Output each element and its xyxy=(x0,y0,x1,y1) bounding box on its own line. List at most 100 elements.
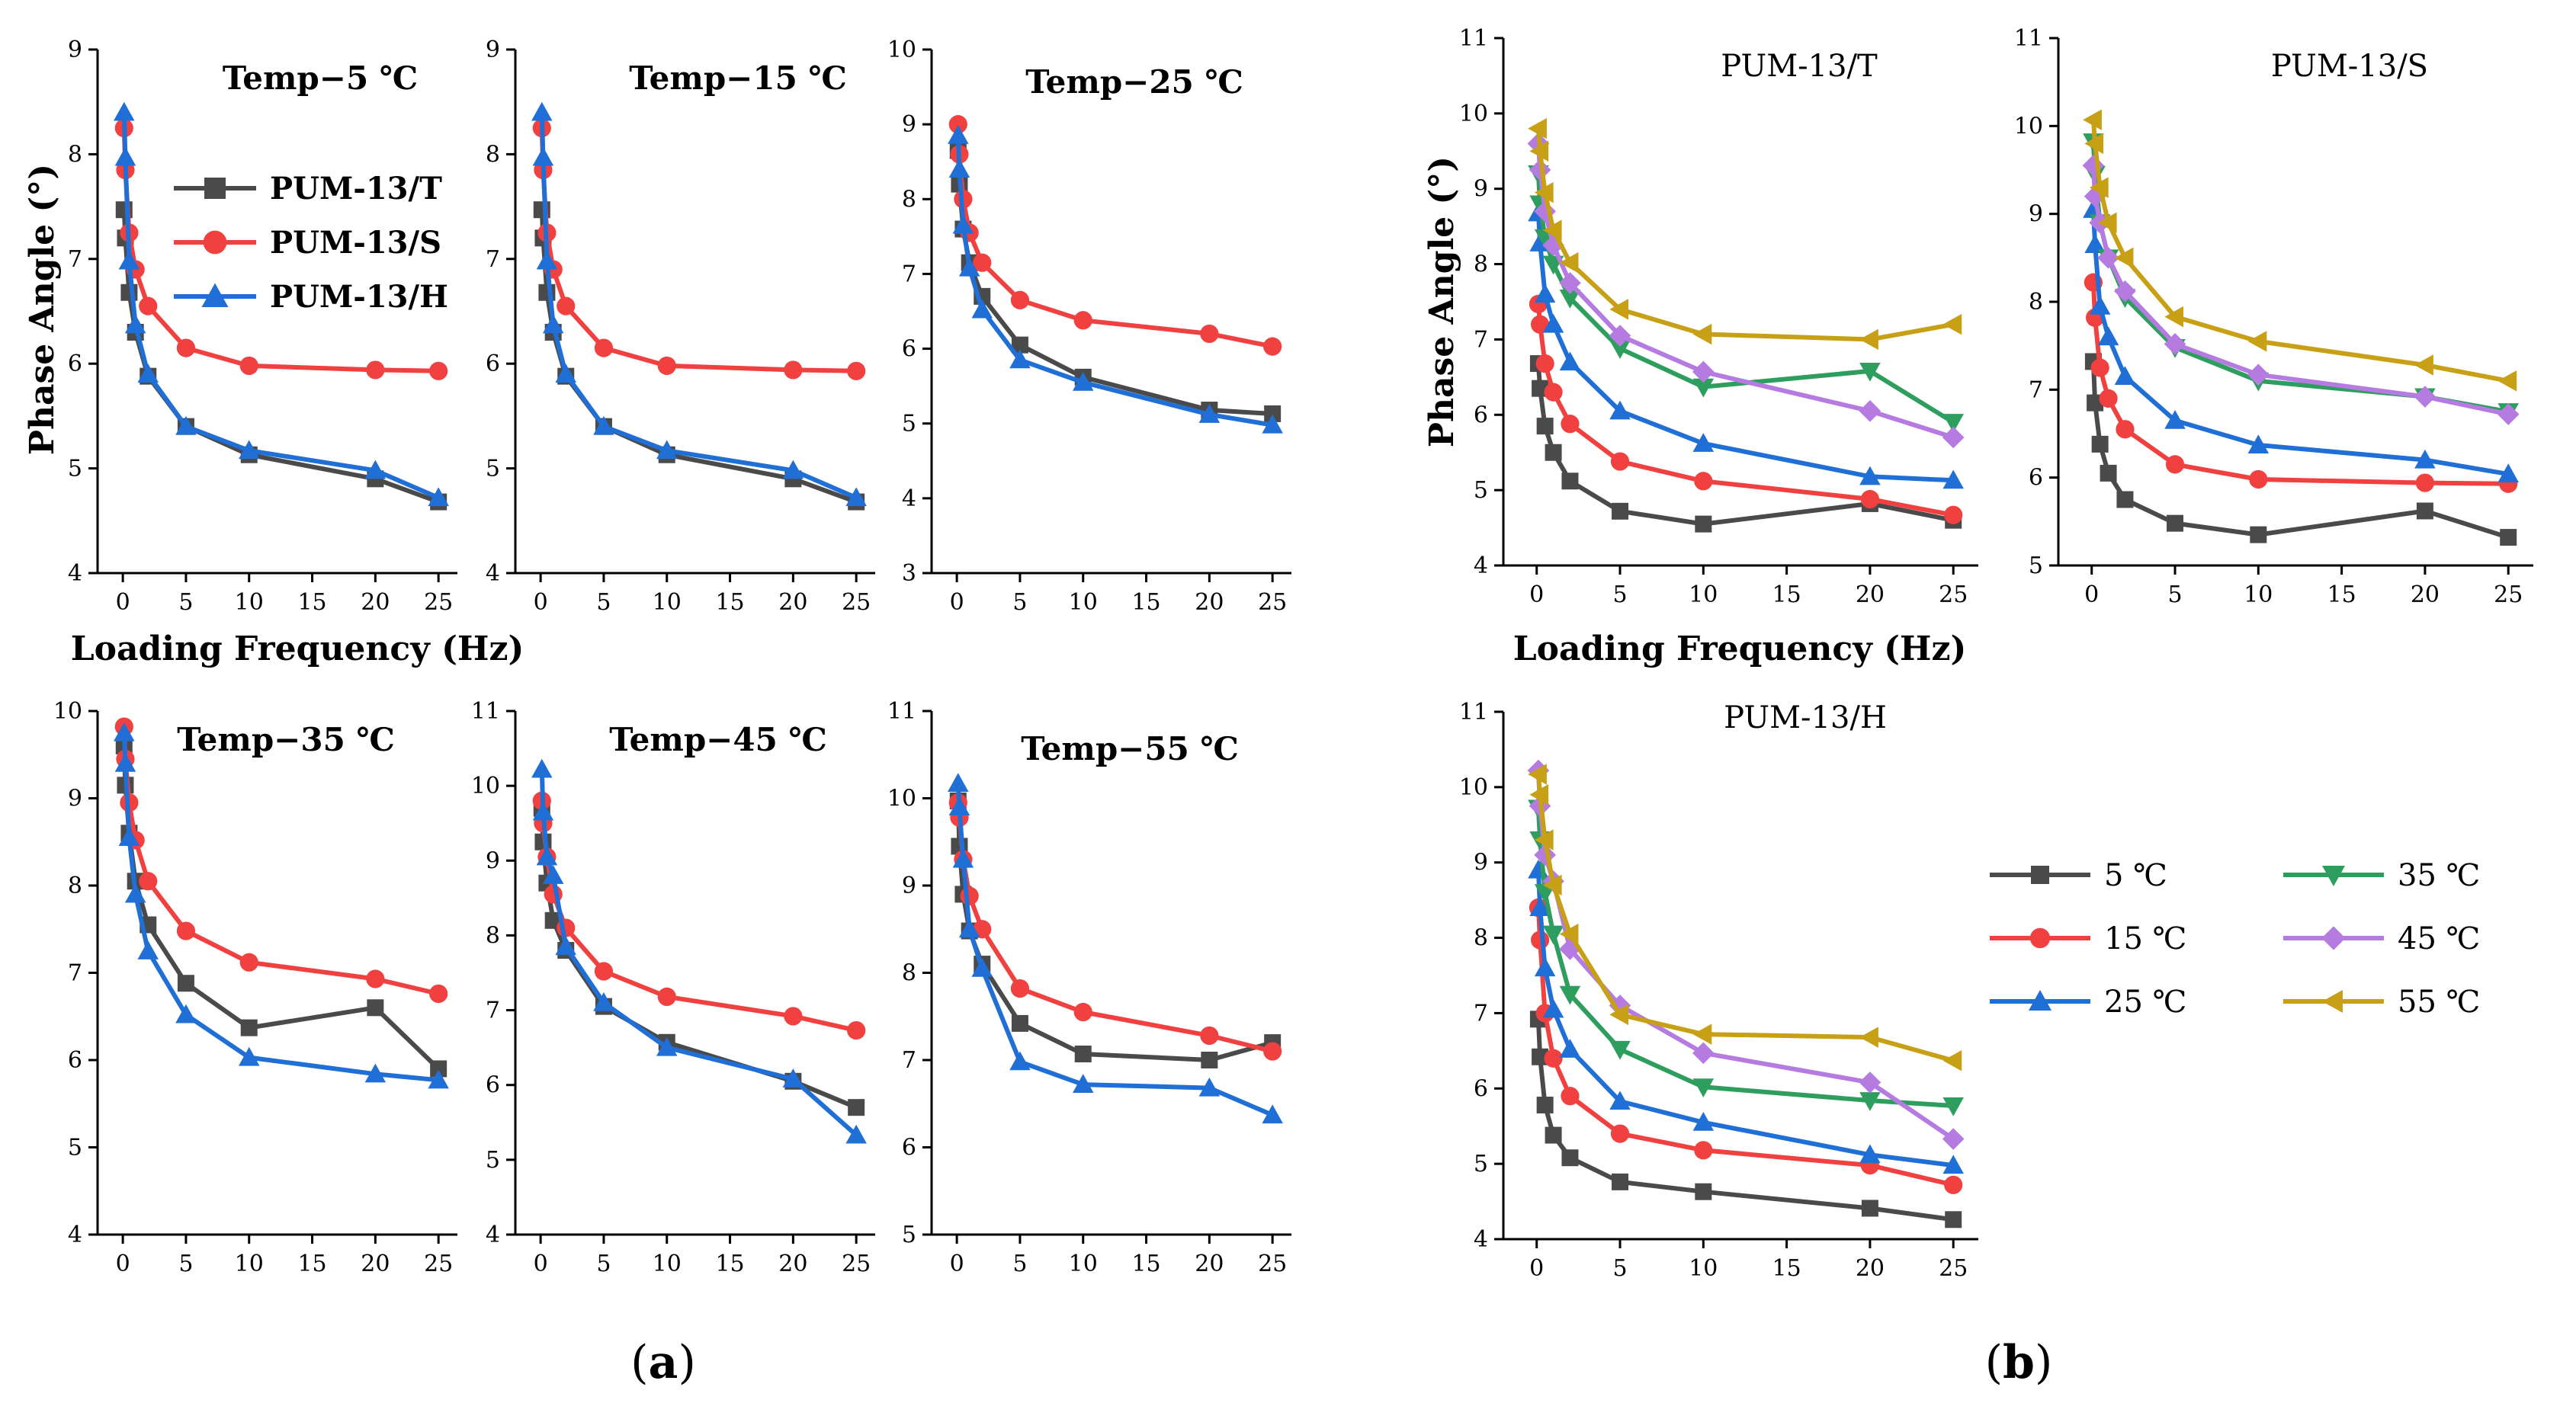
panel-b3: 4 5 6 7 8 9 10 11 0 5 10 15 20 25 PUM-13/H xyxy=(1459,699,1978,1282)
y-tick-label: 8 xyxy=(1474,251,1488,278)
data-point xyxy=(1073,1002,1092,1022)
x-tick-label: 15 xyxy=(2327,581,2356,608)
data-point xyxy=(1544,1049,1563,1068)
series-55 xyxy=(2083,109,2517,392)
data-point xyxy=(536,250,558,270)
y-tick-label: 9 xyxy=(1474,176,1488,203)
data-point xyxy=(2415,473,2435,492)
data-point xyxy=(1942,1097,1964,1116)
data-point xyxy=(531,101,553,121)
x-tick-label: 15 xyxy=(715,1251,744,1277)
y-tick-label: 10 xyxy=(2014,113,2043,139)
data-point xyxy=(2416,502,2433,520)
data-point xyxy=(1692,1112,1715,1131)
data-point xyxy=(1010,979,1030,998)
y-tick-label: 5 xyxy=(1474,477,1488,504)
data-point xyxy=(1860,489,1880,509)
y-tick-label: 4 xyxy=(68,560,82,587)
data-point xyxy=(1692,1078,1715,1098)
x-tick-label: 20 xyxy=(778,1251,807,1277)
data-point xyxy=(1072,371,1094,391)
x-tick-label: 25 xyxy=(1939,1255,1968,1282)
y-tick-label: 10 xyxy=(887,37,916,63)
series-45 xyxy=(2082,154,2520,425)
data-point xyxy=(1942,1128,1965,1150)
data-point xyxy=(1264,405,1282,422)
data-point xyxy=(114,146,136,166)
data-point xyxy=(2091,435,2109,453)
y-tick-label: 5 xyxy=(1474,1151,1488,1177)
series-pum-13-s xyxy=(532,118,866,380)
data-point xyxy=(176,921,196,940)
data-point xyxy=(239,953,258,972)
data-point xyxy=(2414,354,2433,376)
y-tick-label: 7 xyxy=(68,246,82,273)
y-tick-label: 11 xyxy=(1459,25,1488,52)
data-point xyxy=(1534,181,1554,203)
y-tick-label: 8 xyxy=(486,141,500,168)
panel-title: Temp−5 ℃ xyxy=(223,59,418,97)
data-point xyxy=(1542,874,1562,896)
x-tick-label: 15 xyxy=(1772,581,1801,608)
data-point xyxy=(2114,366,2136,386)
y-tick-label: 6 xyxy=(1474,402,1488,428)
series-line xyxy=(539,112,858,500)
data-point xyxy=(1536,1097,1554,1114)
y-tick-label: 6 xyxy=(486,1072,500,1099)
panel-a6: 5 6 7 8 9 10 11 0 5 10 15 20 25 Temp−55 ℃ xyxy=(887,698,1291,1277)
y-tick-label: 3 xyxy=(902,560,916,587)
series-line xyxy=(1535,128,1954,342)
data-point xyxy=(960,886,979,905)
x-tick-label: 10 xyxy=(235,1251,264,1277)
data-point xyxy=(2247,331,2267,352)
legend-marker xyxy=(203,230,227,255)
x-tick-label: 20 xyxy=(361,589,390,616)
data-point xyxy=(1942,1049,1962,1071)
data-point xyxy=(137,940,159,959)
x-tick-label: 5 xyxy=(1012,589,1027,616)
data-point xyxy=(1859,1092,1881,1111)
series-25 xyxy=(1528,859,1964,1174)
y-tick-label: 5 xyxy=(902,1222,916,1248)
y-tick-label: 7 xyxy=(1474,326,1488,353)
data-point xyxy=(1859,328,1878,351)
y-tick-label: 4 xyxy=(902,485,916,512)
data-point xyxy=(1942,469,1964,489)
y-tick-label: 8 xyxy=(902,186,916,213)
data-point xyxy=(555,936,576,956)
data-point xyxy=(593,415,614,435)
series-pum-13-h xyxy=(948,125,1283,434)
legend-marker xyxy=(201,283,229,307)
data-point xyxy=(845,1124,867,1144)
series-pum-13-h xyxy=(114,722,449,1089)
x-tick-label: 25 xyxy=(1939,581,1968,608)
data-point xyxy=(1944,1175,1963,1194)
data-point xyxy=(1609,340,1631,360)
data-point xyxy=(1011,336,1028,354)
series-line xyxy=(955,783,1274,1117)
data-point xyxy=(1529,783,1549,806)
data-point xyxy=(1530,315,1550,334)
series-15 xyxy=(1529,294,1963,524)
legend-label: 55 ℃ xyxy=(2398,985,2480,1020)
y-tick-label: 11 xyxy=(471,698,500,725)
x-tick-label: 20 xyxy=(1856,1255,1885,1282)
series-line xyxy=(1535,774,1955,1063)
data-point xyxy=(1009,349,1031,369)
series-line xyxy=(2090,209,2509,477)
data-point xyxy=(1200,324,1219,344)
data-point xyxy=(784,360,803,380)
data-point xyxy=(2114,280,2136,303)
y-tick-label: 6 xyxy=(1474,1075,1488,1102)
data-point xyxy=(2497,463,2519,483)
x-tick-label: 0 xyxy=(534,1251,548,1277)
data-point xyxy=(1692,1042,1715,1065)
data-point xyxy=(782,460,804,479)
data-point xyxy=(542,865,564,884)
data-point xyxy=(1561,472,1579,490)
data-point xyxy=(1529,140,1549,162)
data-point xyxy=(2099,389,2118,408)
y-axis-title-a: Phase Angle (°) xyxy=(23,164,62,455)
data-point xyxy=(238,1046,260,1066)
legend-label: 35 ℃ xyxy=(2398,858,2480,893)
